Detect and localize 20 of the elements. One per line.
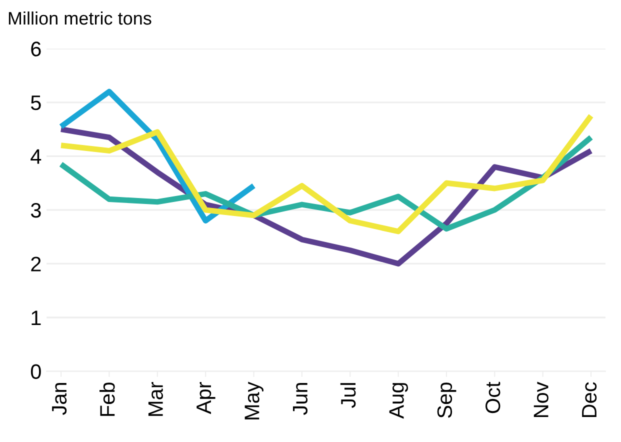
x-tick-label: Feb <box>100 382 115 416</box>
x-tick-label: Nov <box>534 382 548 418</box>
x-tick-label: Jul <box>340 383 356 408</box>
y-tick-label: 6 <box>31 42 41 56</box>
y-tick-label: 4 <box>30 149 42 164</box>
x-tick-label: Jan <box>52 383 67 415</box>
y-tick-label: 3 <box>30 202 41 218</box>
y-tick-label: 5 <box>30 96 41 110</box>
x-tick-label: May <box>244 382 264 420</box>
y-tick-label: 1 <box>32 310 41 326</box>
x-tick-label: Mar <box>148 382 163 416</box>
x-tick-label: Oct <box>486 382 500 414</box>
x-tick-label: Apr <box>196 382 216 414</box>
x-tick-label: Jun <box>292 383 308 415</box>
y-tick-label: 2 <box>31 256 41 272</box>
y-axis-title: Million metric tons <box>8 11 152 25</box>
x-tick-label: Dec <box>582 382 597 418</box>
x-tick-label: Sep <box>437 382 456 418</box>
x-tick-label: Aug <box>389 383 408 419</box>
y-tick-label: 0 <box>30 364 41 380</box>
